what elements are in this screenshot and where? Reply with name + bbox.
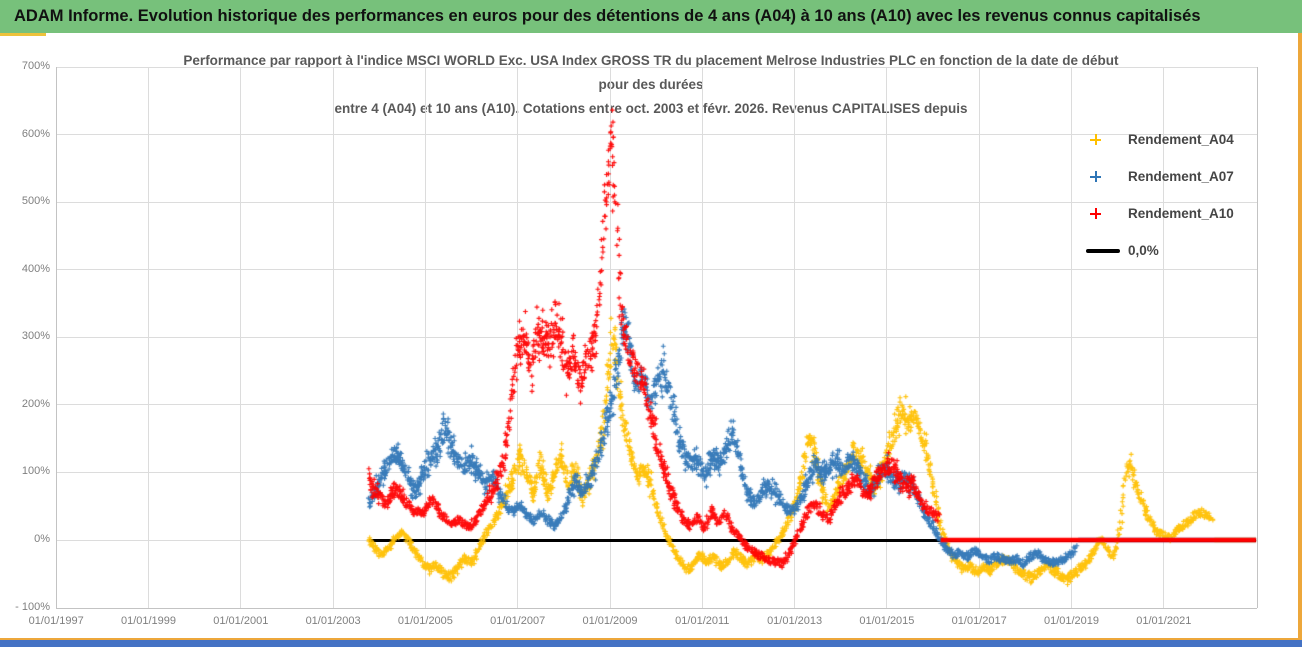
y-axis-tick: 700% [21, 60, 50, 72]
x-axis-tick: 01/01/1999 [120, 615, 177, 627]
y-axis-tick: 100% [21, 465, 50, 478]
y-axis-tick: 600% [21, 127, 50, 140]
chart-border-accent [0, 33, 46, 36]
y-axis-tick: - 100% [15, 600, 50, 613]
legend-item-a07[interactable]: Rendement_A07 [1086, 158, 1291, 195]
y-axis-tick: 0% [34, 533, 50, 545]
chart-border-accent [1298, 33, 1302, 640]
plus-marker-icon [1086, 171, 1120, 182]
x-axis-tick: 01/01/2013 [767, 615, 823, 627]
plus-marker-icon [1086, 208, 1120, 219]
x-axis-tick: 01/01/2019 [1043, 615, 1100, 627]
x-axis-tick: 01/01/2015 [859, 615, 915, 627]
x-axis-tick: 01/01/2001 [213, 615, 269, 627]
legend-label: Rendement_A07 [1128, 169, 1234, 184]
x-axis-tick: 01/01/2003 [305, 615, 361, 627]
legend-item-a10[interactable]: Rendement_A10 [1086, 195, 1291, 232]
legend-label: Rendement_A10 [1128, 206, 1234, 221]
x-axis-tick: 01/01/2009 [582, 615, 638, 627]
legend-item-zero[interactable]: 0,0% [1086, 232, 1291, 269]
chart-border-accent [0, 638, 1302, 640]
x-axis-tick: 01/01/2011 [675, 615, 730, 627]
legend-label: Rendement_A04 [1128, 132, 1234, 147]
y-axis-tick: 400% [21, 262, 50, 275]
banner-title: ADAM Informe. Evolution historique des p… [14, 7, 1201, 25]
x-axis-tick: 01/01/2005 [397, 615, 453, 627]
line-marker-icon [1086, 248, 1120, 253]
plus-marker-icon [1086, 134, 1120, 145]
bottom-scroll-strip[interactable] [0, 640, 1302, 647]
x-axis-tick: 01/01/2017 [951, 615, 1007, 627]
chart-area[interactable]: Performance par rapport à l'indice MSCI … [0, 33, 1302, 640]
legend-item-a04[interactable]: Rendement_A04 [1086, 121, 1291, 158]
y-axis-tick: 300% [21, 330, 50, 343]
legend-label: 0,0% [1128, 243, 1159, 258]
x-axis-tick: 01/01/2021 [1136, 615, 1192, 627]
title-banner: ADAM Informe. Evolution historique des p… [0, 0, 1302, 34]
chart-legend[interactable]: Rendement_A04 Rendement_A07 Rendement_A1… [1086, 121, 1291, 269]
scatter-canvas [0, 33, 1302, 640]
x-axis-tick: 01/01/2007 [490, 615, 546, 627]
y-axis-tick: 200% [21, 397, 50, 410]
y-axis-tick: 500% [21, 195, 50, 208]
x-axis-tick: 01/01/1997 [28, 615, 84, 627]
